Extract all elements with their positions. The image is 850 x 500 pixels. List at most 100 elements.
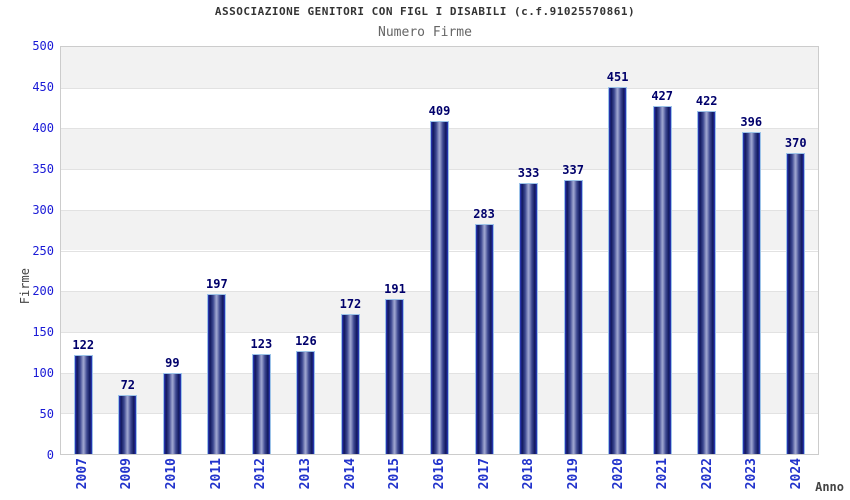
bar-slot: 197 (195, 47, 240, 454)
bar-slot: 283 (462, 47, 507, 454)
bar (73, 354, 93, 454)
bar (786, 152, 806, 454)
bar (251, 353, 271, 454)
x-tick-cell: 2011 (194, 458, 239, 500)
x-tick-cell: 2013 (283, 458, 328, 500)
y-tick-label: 100 (32, 366, 54, 381)
x-tick-label: 2012 (253, 458, 269, 490)
x-tick-cell: 2016 (417, 458, 462, 500)
bar-value-label: 409 (428, 104, 451, 119)
x-axis: 2007 2009 2010 2011 2012 2013 2014 2015 2016 2017… (60, 458, 819, 500)
bar-slot: 370 (774, 47, 819, 454)
bar (697, 110, 717, 454)
x-tick-label: 2017 (476, 458, 492, 490)
x-tick-label: 2016 (431, 458, 447, 490)
y-tick-label: 150 (32, 325, 54, 340)
bar-slot: 337 (551, 47, 596, 454)
bar-slot: 126 (284, 47, 329, 454)
bar-slot: 333 (506, 47, 551, 454)
bar-value-label: 191 (384, 281, 406, 296)
bar-value-label: 396 (740, 114, 763, 129)
bar-slot: 422 (684, 47, 729, 454)
x-tick-cell: 2020 (596, 458, 641, 500)
x-tick-label: 2023 (744, 458, 760, 490)
bar-value-label: 172 (339, 297, 362, 311)
x-tick-cell: 2014 (328, 458, 373, 500)
y-tick-label: 300 (32, 202, 54, 217)
bar-value-label: 72 (120, 378, 136, 393)
bar-slot: 451 (595, 47, 640, 454)
bar-value-label: 370 (784, 135, 807, 150)
gridline (61, 87, 818, 89)
bar-slot: 396 (729, 47, 774, 454)
y-tick-label: 250 (32, 243, 54, 258)
bar-slot: 122 (61, 47, 106, 454)
x-tick-label: 2021 (655, 458, 671, 490)
bar (741, 131, 761, 454)
x-tick-cell: 2010 (149, 458, 194, 500)
x-tick-label: 2014 (342, 458, 358, 490)
bar (340, 314, 360, 454)
x-tick-label: 2010 (164, 458, 180, 490)
x-tick-label: 2007 (74, 458, 90, 490)
bar-slot: 191 (373, 47, 418, 454)
y-tick-label: 200 (32, 284, 54, 299)
bar-value-label: 427 (651, 89, 674, 104)
y-tick-label: 0 (46, 448, 54, 462)
y-tick-label: 450 (32, 79, 54, 94)
bar-value-label: 197 (206, 276, 228, 291)
plot-area: 122 72 99 197 123 126 172 191 409 283 333 337 451 427… (60, 46, 819, 455)
chart-subtitle: Numero Firme (378, 25, 472, 40)
x-tick-cell: 2023 (730, 458, 775, 500)
bar-value-label: 333 (517, 165, 540, 180)
background-band (61, 47, 818, 88)
x-tick-cell: 2022 (685, 458, 730, 500)
x-tick-label: 2011 (208, 458, 224, 490)
bar-value-label: 422 (695, 93, 718, 108)
bar-value-label: 99 (165, 356, 180, 371)
x-tick-label: 2024 (789, 458, 805, 490)
x-tick-label: 2009 (119, 458, 135, 490)
bar (385, 298, 405, 454)
bar (296, 351, 316, 454)
bar (652, 106, 672, 454)
x-tick-cell: 2019 (551, 458, 596, 500)
bar-value-label: 122 (72, 337, 95, 352)
x-tick-cell: 2009 (105, 458, 150, 500)
bar (519, 182, 539, 454)
x-tick-cell: 2007 (60, 458, 105, 500)
x-axis-title: Anno (815, 480, 844, 494)
x-tick-cell: 2017 (462, 458, 507, 500)
bar (207, 293, 227, 454)
bar-value-label: 337 (562, 162, 584, 177)
x-tick-cell: 2012 (239, 458, 284, 500)
bar-value-label: 126 (295, 334, 317, 349)
bar (118, 395, 138, 454)
bar-value-label: 283 (473, 206, 495, 221)
bar-slot: 72 (106, 47, 151, 454)
bar (474, 223, 494, 454)
bar (608, 86, 628, 454)
bar (430, 121, 450, 454)
x-tick-cell: 2021 (640, 458, 685, 500)
bar-value-label: 123 (250, 336, 273, 351)
y-tick-label: 400 (32, 120, 54, 135)
x-tick-label: 2013 (298, 458, 314, 490)
x-tick-cell: 2015 (372, 458, 417, 500)
chart-title: ASSOCIAZIONE GENITORI CON FIGL I DISABIL… (214, 5, 636, 18)
bar (563, 179, 583, 454)
bar (162, 373, 182, 454)
bars-row: 122 72 99 197 123 126 172 191 409 283 333 337 451 427… (61, 47, 818, 454)
bar-slot: 99 (150, 47, 195, 454)
bar-slot: 409 (417, 47, 462, 454)
x-tick-label: 2015 (387, 458, 403, 490)
y-tick-label: 50 (39, 407, 54, 422)
x-tick-label: 2018 (521, 458, 537, 490)
x-tick-label: 2020 (610, 458, 626, 490)
x-tick-label: 2019 (565, 458, 581, 490)
y-tick-label: 500 (32, 39, 54, 53)
y-axis: 500 450 400 350 300 250 200 150 100 50 0 (0, 39, 54, 462)
bar-slot: 172 (328, 47, 373, 454)
x-tick-label: 2022 (699, 458, 715, 490)
